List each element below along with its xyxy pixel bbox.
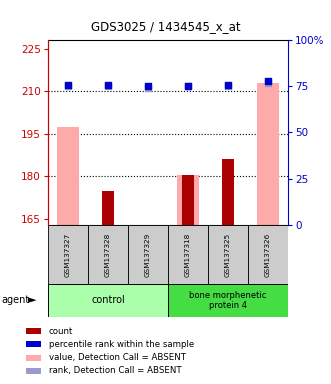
Point — [225, 83, 231, 89]
Text: rank, Detection Call = ABSENT: rank, Detection Call = ABSENT — [49, 366, 181, 375]
Text: bone morphenetic
protein 4: bone morphenetic protein 4 — [189, 291, 267, 310]
Text: GSM137327: GSM137327 — [65, 232, 71, 276]
Bar — [26, 354, 41, 361]
Point — [105, 81, 111, 88]
Point — [265, 78, 271, 84]
Point — [65, 83, 71, 89]
Bar — [57, 127, 79, 225]
Text: value, Detection Call = ABSENT: value, Detection Call = ABSENT — [49, 353, 186, 362]
Bar — [48, 284, 168, 317]
Text: GSM137325: GSM137325 — [225, 232, 231, 276]
Point — [145, 85, 151, 91]
Point — [185, 83, 191, 89]
Point — [65, 81, 71, 88]
Text: GSM137326: GSM137326 — [265, 232, 271, 276]
Text: GSM137328: GSM137328 — [105, 232, 111, 276]
Point — [265, 79, 271, 86]
Bar — [182, 175, 194, 225]
Bar — [88, 225, 128, 284]
Text: ►: ► — [28, 295, 37, 306]
Bar — [128, 225, 168, 284]
Bar — [222, 159, 234, 225]
Point — [145, 83, 151, 89]
Bar — [177, 175, 199, 225]
Text: GDS3025 / 1434545_x_at: GDS3025 / 1434545_x_at — [91, 20, 240, 33]
Text: control: control — [91, 295, 125, 306]
Text: GSM137329: GSM137329 — [145, 232, 151, 276]
Bar — [257, 83, 279, 225]
Point — [105, 83, 111, 89]
Text: GSM137318: GSM137318 — [185, 232, 191, 276]
Bar — [48, 225, 88, 284]
Text: percentile rank within the sample: percentile rank within the sample — [49, 340, 194, 349]
Bar — [168, 284, 288, 317]
Point — [225, 81, 231, 88]
Bar — [26, 367, 41, 374]
Bar — [26, 341, 41, 348]
Point — [185, 83, 191, 89]
Bar — [208, 225, 248, 284]
Bar — [26, 328, 41, 334]
Bar — [168, 225, 208, 284]
Bar — [102, 190, 114, 225]
Text: count: count — [49, 327, 73, 336]
Bar — [248, 225, 288, 284]
Text: agent: agent — [2, 295, 30, 306]
